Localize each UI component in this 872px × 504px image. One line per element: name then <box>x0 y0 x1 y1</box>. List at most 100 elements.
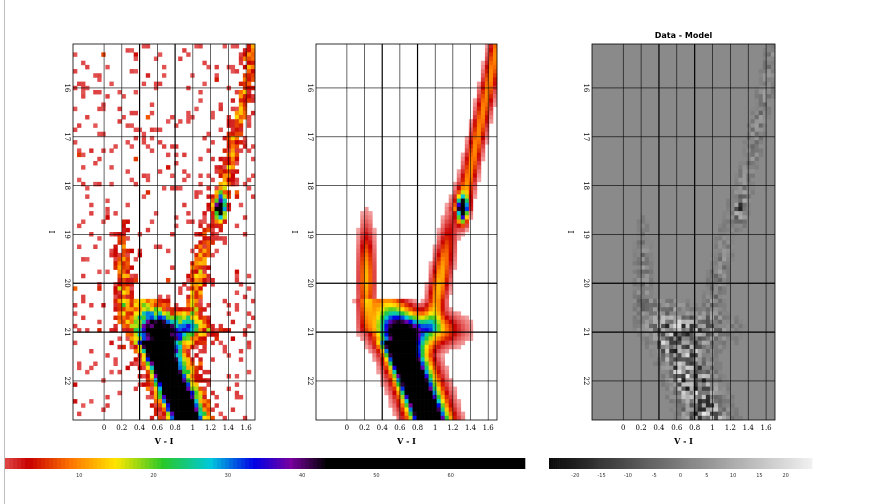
heatmap-cell <box>182 369 187 375</box>
heatmap-cell <box>166 323 171 329</box>
heatmap-cell <box>218 190 223 195</box>
heatmap-cell <box>246 115 252 120</box>
colorbar-segment <box>702 458 706 469</box>
heatmap-cell <box>718 390 723 396</box>
heatmap-cell <box>190 311 195 316</box>
heatmap-cell <box>420 340 425 346</box>
heatmap-cell <box>758 131 764 137</box>
heatmap-cell <box>480 110 486 116</box>
heatmap-cell <box>734 215 739 220</box>
heatmap-cell <box>186 298 191 304</box>
heatmap-cell <box>360 328 365 333</box>
colorbar-segment <box>753 458 756 469</box>
heatmap-cell <box>734 194 739 199</box>
colorbar-segment <box>277 458 282 469</box>
heatmap-cell <box>436 319 441 325</box>
heatmap-cell <box>376 319 381 325</box>
heatmap-cell <box>640 265 646 270</box>
heatmap-cell <box>198 181 203 187</box>
heatmap-cell <box>166 152 171 158</box>
heatmap-cell <box>420 353 425 358</box>
heatmap-cell <box>722 236 727 241</box>
heatmap-cell <box>714 399 719 404</box>
heatmap-cell <box>412 303 417 308</box>
colorbar-segment <box>173 458 178 469</box>
heatmap-cell <box>701 357 707 362</box>
heatmap-cell <box>762 123 768 128</box>
heatmap-cell <box>238 348 244 354</box>
heatmap-cell <box>669 303 674 308</box>
heatmap-cell <box>746 198 751 204</box>
heatmap-cell <box>145 365 151 371</box>
heatmap-cell <box>384 374 389 379</box>
heatmap-cell <box>121 282 126 287</box>
heatmap-cell <box>770 73 776 78</box>
heatmap-cell <box>81 60 86 66</box>
colorbar-segment <box>640 458 643 469</box>
heatmap-cell <box>444 411 450 417</box>
heatmap-cell <box>222 177 227 183</box>
heatmap-cell <box>456 194 462 199</box>
heatmap-cell <box>661 374 666 379</box>
heatmap-cell <box>372 348 377 354</box>
heatmap-cell <box>246 340 252 346</box>
heatmap-cell <box>714 261 719 266</box>
heatmap-cell <box>452 407 458 412</box>
heatmap-cell <box>178 332 183 337</box>
x-tick-label: 1.6 <box>483 424 495 432</box>
heatmap-cell <box>420 378 425 383</box>
heatmap-cell <box>372 282 377 287</box>
heatmap-cell <box>368 273 373 279</box>
heatmap-cell <box>166 328 171 333</box>
heatmap-cell <box>392 353 397 358</box>
heatmap-cell <box>734 340 739 346</box>
colorbar-segment <box>293 458 298 469</box>
heatmap-cell <box>770 81 776 87</box>
colorbar-segment <box>807 458 811 469</box>
colorbar-segment <box>433 458 438 469</box>
heatmap-cell <box>472 186 478 191</box>
heatmap-cell <box>396 323 401 329</box>
colorbar-segment <box>731 458 734 469</box>
heatmap-cell <box>428 336 433 341</box>
heatmap-cell <box>665 394 670 400</box>
heatmap-cell <box>202 81 207 87</box>
heatmap-cell <box>125 365 130 371</box>
heatmap-cell <box>166 411 171 417</box>
heatmap-cell <box>452 211 458 216</box>
heatmap-cell <box>444 223 450 229</box>
heatmap-cell <box>689 336 694 341</box>
colorbar-segment <box>505 458 510 469</box>
heatmap-cell <box>677 403 682 408</box>
heatmap-cell <box>157 328 163 333</box>
colorbar-segment <box>517 458 522 469</box>
heatmap-cell <box>400 332 405 337</box>
colorbar-segment <box>714 458 718 469</box>
heatmap-cell <box>714 303 719 308</box>
heatmap-cell <box>400 348 405 354</box>
heatmap-cell <box>714 332 719 337</box>
heatmap-cell <box>178 361 183 366</box>
heatmap-cell <box>492 48 498 53</box>
heatmap-cell <box>424 319 429 325</box>
heatmap-cell <box>440 415 446 421</box>
heatmap-cell <box>396 407 401 412</box>
heatmap-cell <box>424 332 429 337</box>
heatmap-cell <box>364 328 369 333</box>
heatmap-cell <box>178 403 183 408</box>
heatmap-cell <box>770 44 776 49</box>
heatmap-cell <box>157 369 163 375</box>
heatmap-cell <box>766 44 772 49</box>
heatmap-cell <box>242 48 248 53</box>
colorbar-segment <box>521 458 526 469</box>
heatmap-cell <box>640 273 646 279</box>
heatmap-cell <box>665 386 670 392</box>
heatmap-cell <box>640 236 646 241</box>
heatmap-cell <box>404 374 409 379</box>
heatmap-cell <box>178 290 183 295</box>
heatmap-cell <box>432 361 437 366</box>
heatmap-cell <box>149 219 155 224</box>
colorbar-segment <box>573 458 576 469</box>
heatmap-cell <box>669 298 674 304</box>
heatmap-cell <box>206 202 211 208</box>
